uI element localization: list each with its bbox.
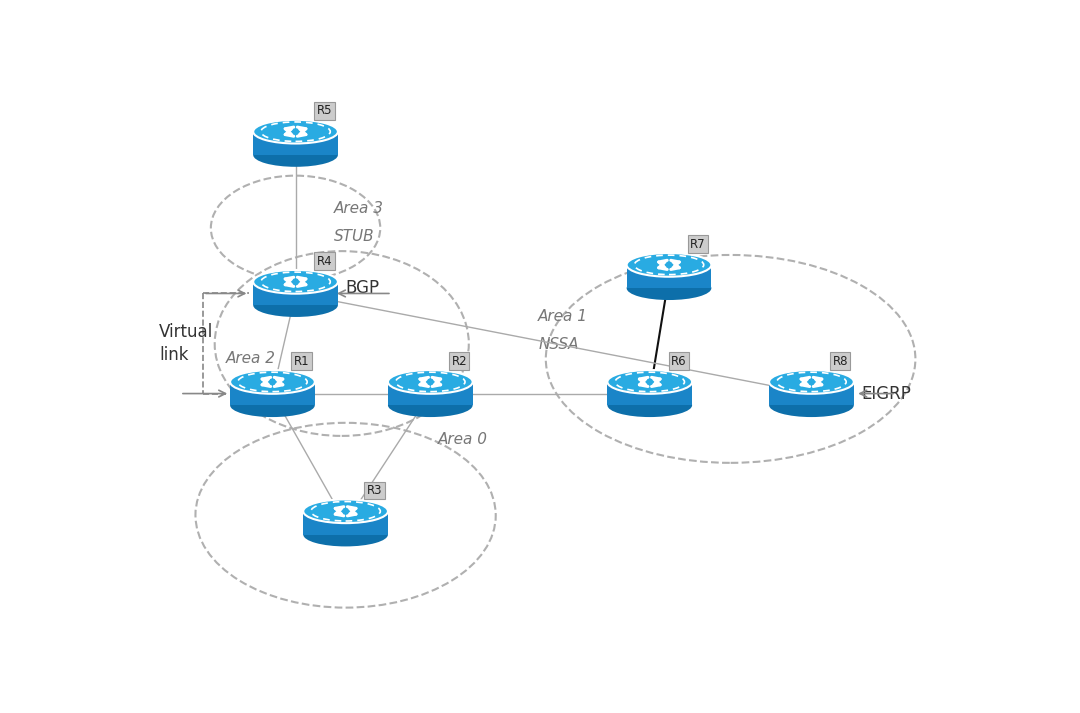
Ellipse shape [626, 253, 712, 277]
Bar [388, 382, 473, 405]
Text: BGP: BGP [346, 279, 380, 297]
Text: Area 0: Area 0 [438, 432, 488, 447]
Text: Virtual
link: Virtual link [159, 323, 214, 364]
Text: Area 2: Area 2 [226, 352, 276, 366]
Bar [607, 382, 692, 405]
Text: R8: R8 [833, 355, 848, 368]
Text: EIGRP: EIGRP [862, 384, 912, 403]
Text: R6: R6 [671, 355, 687, 368]
Ellipse shape [607, 394, 692, 417]
Ellipse shape [607, 370, 692, 394]
Text: NSSA: NSSA [538, 337, 579, 352]
Text: Area 3: Area 3 [334, 202, 384, 217]
Text: R4: R4 [316, 255, 333, 267]
Ellipse shape [769, 394, 854, 417]
Ellipse shape [230, 370, 314, 394]
Text: R5: R5 [316, 105, 333, 118]
Ellipse shape [253, 293, 338, 317]
Ellipse shape [230, 394, 314, 417]
Ellipse shape [303, 499, 388, 523]
Text: R7: R7 [690, 237, 706, 251]
Ellipse shape [769, 370, 854, 394]
Ellipse shape [388, 370, 473, 394]
Bar [253, 282, 338, 305]
Ellipse shape [253, 143, 338, 167]
Bar [253, 132, 338, 155]
Bar [303, 511, 388, 535]
Text: R3: R3 [367, 484, 382, 497]
Bar [769, 382, 854, 405]
Text: R2: R2 [451, 355, 467, 368]
Bar [626, 265, 712, 288]
Bar [230, 382, 314, 405]
Text: Area 1: Area 1 [538, 309, 589, 324]
Ellipse shape [388, 394, 473, 417]
Ellipse shape [626, 277, 712, 300]
Ellipse shape [303, 523, 388, 546]
Text: R1: R1 [294, 355, 309, 368]
Ellipse shape [253, 270, 338, 294]
Ellipse shape [253, 120, 338, 143]
Text: STUB: STUB [334, 229, 375, 244]
